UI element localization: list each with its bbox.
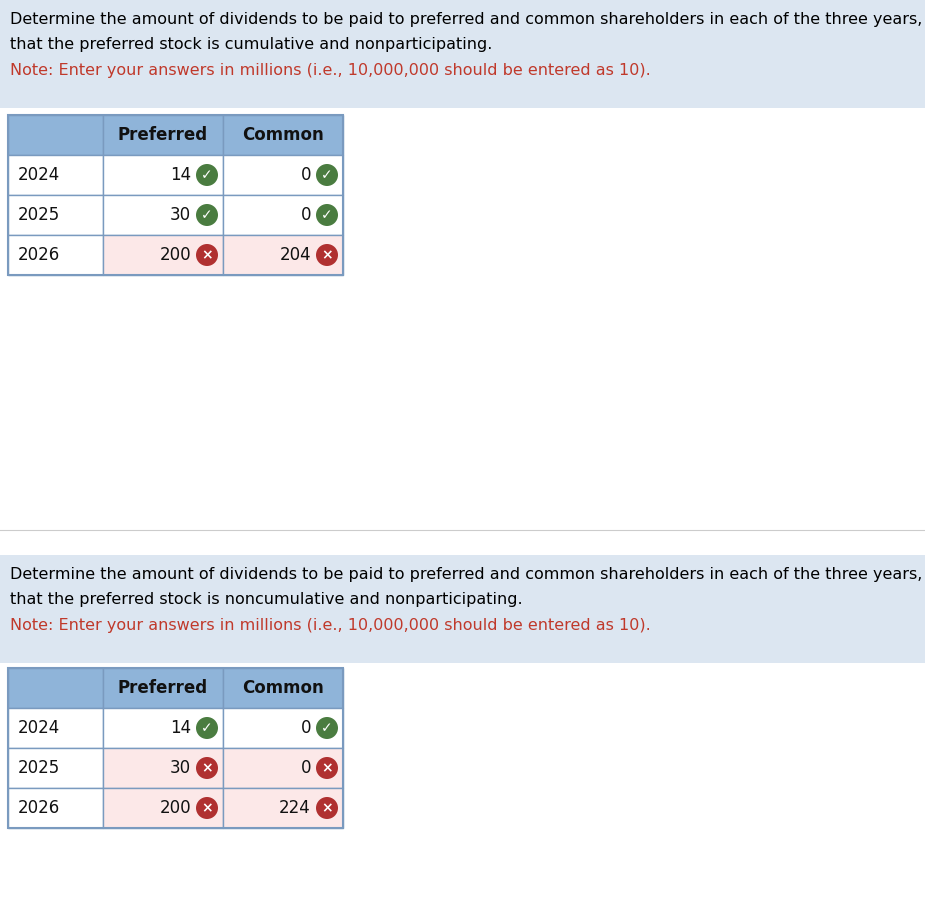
Text: 200: 200 bbox=[159, 799, 191, 817]
Bar bbox=[8, 668, 343, 828]
Circle shape bbox=[316, 204, 338, 226]
Text: Determine the amount of dividends to be paid to preferred and common shareholder: Determine the amount of dividends to be … bbox=[10, 12, 925, 27]
Text: Common: Common bbox=[242, 126, 324, 144]
Text: ✓: ✓ bbox=[202, 721, 213, 735]
Circle shape bbox=[316, 797, 338, 819]
Text: ✓: ✓ bbox=[321, 168, 333, 182]
Text: ×: × bbox=[321, 761, 333, 775]
Text: 14: 14 bbox=[170, 719, 191, 737]
Bar bbox=[8, 115, 343, 275]
Bar bbox=[223, 788, 343, 828]
Text: that the preferred stock is noncumulative and nonparticipating.: that the preferred stock is noncumulativ… bbox=[10, 592, 523, 607]
Bar bbox=[223, 708, 343, 748]
Text: 200: 200 bbox=[159, 246, 191, 264]
Text: that the preferred stock is cumulative and nonparticipating.: that the preferred stock is cumulative a… bbox=[10, 37, 492, 52]
Bar bbox=[103, 195, 223, 235]
Bar bbox=[223, 195, 343, 235]
Bar bbox=[8, 668, 103, 708]
Text: 0: 0 bbox=[301, 166, 311, 184]
Text: 2024: 2024 bbox=[18, 719, 60, 737]
Text: 224: 224 bbox=[279, 799, 311, 817]
Bar bbox=[8, 748, 103, 788]
Text: 2026: 2026 bbox=[18, 799, 60, 817]
Text: 2024: 2024 bbox=[18, 166, 60, 184]
Bar bbox=[8, 708, 103, 748]
Text: 30: 30 bbox=[170, 759, 191, 777]
Text: Determine the amount of dividends to be paid to preferred and common shareholder: Determine the amount of dividends to be … bbox=[10, 567, 925, 582]
Bar bbox=[103, 668, 223, 708]
Text: ×: × bbox=[202, 761, 213, 775]
Bar bbox=[103, 155, 223, 195]
Bar bbox=[223, 155, 343, 195]
Text: 0: 0 bbox=[301, 719, 311, 737]
Text: ✓: ✓ bbox=[202, 208, 213, 222]
Text: 2025: 2025 bbox=[18, 759, 60, 777]
Text: 0: 0 bbox=[301, 206, 311, 224]
Bar bbox=[8, 195, 103, 235]
Text: Preferred: Preferred bbox=[118, 126, 208, 144]
Circle shape bbox=[196, 204, 218, 226]
Bar bbox=[8, 115, 103, 155]
Bar bbox=[103, 235, 223, 275]
Text: ×: × bbox=[321, 801, 333, 815]
Bar bbox=[8, 235, 103, 275]
Text: 0: 0 bbox=[301, 759, 311, 777]
Bar bbox=[8, 155, 103, 195]
Text: 14: 14 bbox=[170, 166, 191, 184]
Circle shape bbox=[196, 717, 218, 739]
Circle shape bbox=[316, 717, 338, 739]
Text: Preferred: Preferred bbox=[118, 679, 208, 697]
Text: ×: × bbox=[202, 801, 213, 815]
Bar bbox=[103, 708, 223, 748]
Bar bbox=[0, 555, 925, 663]
Circle shape bbox=[316, 244, 338, 266]
Bar bbox=[103, 115, 223, 155]
Text: ×: × bbox=[321, 248, 333, 262]
Circle shape bbox=[196, 797, 218, 819]
Bar bbox=[8, 788, 103, 828]
Text: ✓: ✓ bbox=[321, 208, 333, 222]
Bar bbox=[0, 0, 925, 108]
Text: 204: 204 bbox=[279, 246, 311, 264]
Circle shape bbox=[316, 757, 338, 779]
Circle shape bbox=[196, 757, 218, 779]
Text: Note: Enter your answers in millions (i.e., 10,000,000 should be entered as 10).: Note: Enter your answers in millions (i.… bbox=[10, 618, 651, 633]
Text: ✓: ✓ bbox=[321, 721, 333, 735]
Text: 30: 30 bbox=[170, 206, 191, 224]
Text: Common: Common bbox=[242, 679, 324, 697]
Bar bbox=[103, 748, 223, 788]
Text: Note: Enter your answers in millions (i.e., 10,000,000 should be entered as 10).: Note: Enter your answers in millions (i.… bbox=[10, 63, 651, 78]
Bar bbox=[103, 788, 223, 828]
Bar bbox=[223, 748, 343, 788]
Bar bbox=[223, 668, 343, 708]
Bar bbox=[223, 235, 343, 275]
Text: ✓: ✓ bbox=[202, 168, 213, 182]
Circle shape bbox=[316, 164, 338, 186]
Circle shape bbox=[196, 244, 218, 266]
Text: 2026: 2026 bbox=[18, 246, 60, 264]
Text: ×: × bbox=[202, 248, 213, 262]
Bar bbox=[223, 115, 343, 155]
Circle shape bbox=[196, 164, 218, 186]
Text: 2025: 2025 bbox=[18, 206, 60, 224]
